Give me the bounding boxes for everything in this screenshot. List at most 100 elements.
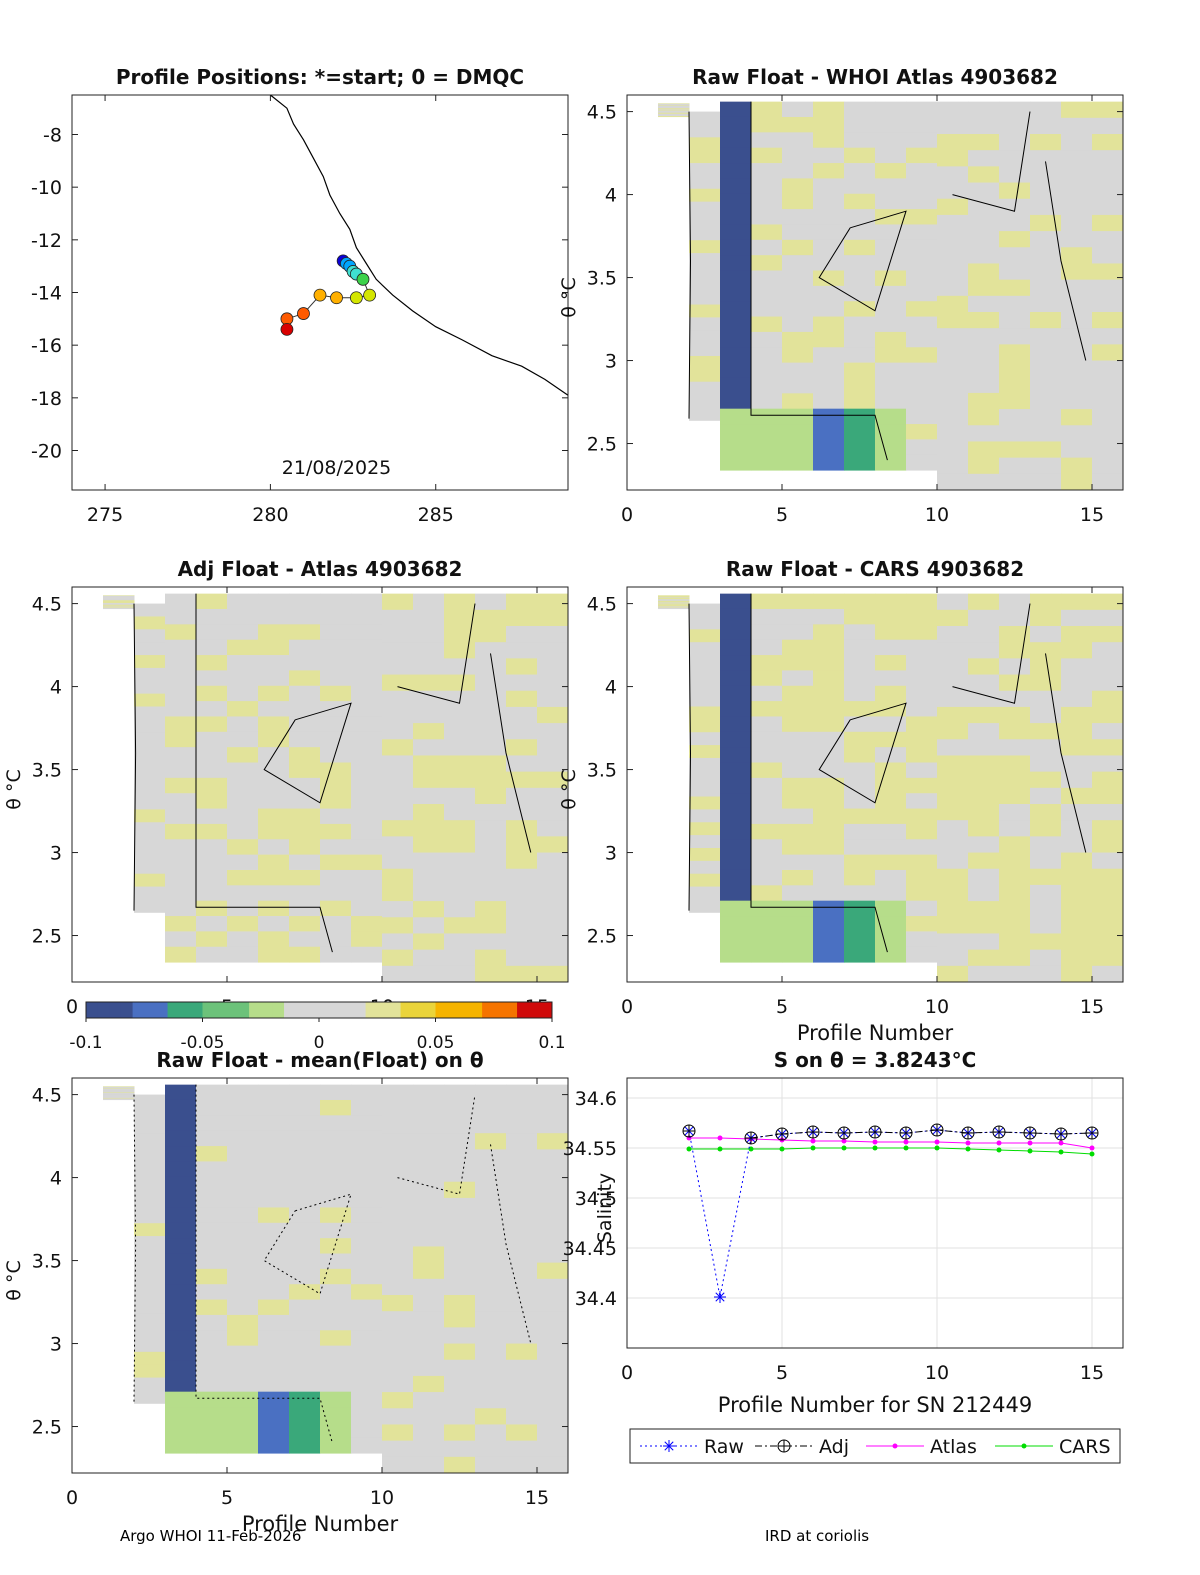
raw_whoi-cell bbox=[906, 377, 938, 394]
raw_cars-cell bbox=[1061, 868, 1093, 886]
adj_atlas-cell bbox=[103, 606, 135, 608]
raw_mean-cell bbox=[227, 1391, 259, 1408]
raw_whoi-cell bbox=[999, 214, 1031, 232]
colorbar-cell bbox=[237, 1002, 250, 1018]
raw_mean-cell bbox=[382, 1456, 414, 1474]
raw_whoi-cell bbox=[1061, 409, 1093, 426]
raw_mean-contour-line bbox=[397, 1094, 476, 1195]
raw_cars-cell bbox=[968, 820, 1000, 837]
raw_cars-cell bbox=[999, 787, 1031, 805]
raw_whoi-cell bbox=[844, 101, 876, 118]
raw_whoi-cell bbox=[999, 295, 1031, 313]
raw_mean-cell bbox=[537, 1278, 569, 1296]
adj_atlas-cell bbox=[475, 965, 507, 983]
raw_mean-cell bbox=[413, 1440, 445, 1458]
raw_cars-cell bbox=[1061, 674, 1093, 692]
colorbar-cell bbox=[528, 1002, 541, 1018]
raw_mean-cell bbox=[506, 1408, 538, 1425]
raw_whoi-contour-line bbox=[952, 111, 1031, 212]
adj_atlas-cell bbox=[196, 639, 228, 656]
adj_atlas-cell bbox=[103, 597, 135, 599]
raw_mean-ytick-label: 2.5 bbox=[32, 1417, 62, 1439]
raw_whoi-cell bbox=[968, 231, 1000, 248]
colorbar-cell bbox=[458, 1002, 471, 1018]
raw_mean-cell bbox=[382, 1181, 414, 1199]
raw_cars-cell bbox=[875, 823, 907, 840]
raw_mean-cell bbox=[475, 1117, 507, 1134]
adj_atlas-cell bbox=[258, 869, 290, 886]
adj_atlas-cell bbox=[134, 847, 166, 862]
raw_whoi-ytick-label: 4.5 bbox=[587, 102, 617, 124]
raw_whoi-cell bbox=[875, 116, 907, 133]
colorbar-cell bbox=[493, 1002, 506, 1018]
raw_whoi-cell bbox=[875, 147, 907, 164]
raw_mean-cell bbox=[413, 1149, 445, 1167]
raw_whoi-cell bbox=[751, 408, 783, 425]
raw_cars-cell bbox=[999, 868, 1031, 886]
raw_cars-cell bbox=[999, 771, 1031, 789]
raw_whoi-cell bbox=[689, 304, 721, 318]
raw_mean-cell bbox=[537, 1197, 569, 1215]
raw_mean-cell bbox=[227, 1437, 259, 1454]
raw_mean-cell bbox=[134, 1364, 166, 1379]
raw_cars-cell bbox=[689, 603, 721, 617]
raw_mean-cell bbox=[537, 1408, 569, 1425]
adj_atlas-cell bbox=[196, 777, 228, 794]
raw_cars-cell bbox=[658, 599, 690, 601]
salinity-point-atlas bbox=[810, 1138, 816, 1144]
raw_cars-cell bbox=[844, 762, 876, 779]
raw_mean-cell bbox=[382, 1375, 414, 1393]
raw_mean-cell bbox=[537, 1311, 569, 1328]
raw_cars-cell bbox=[1092, 658, 1124, 676]
raw_whoi-cell bbox=[875, 101, 907, 118]
adj_atlas-cell bbox=[134, 822, 166, 836]
raw_whoi-cell bbox=[689, 343, 721, 357]
raw_mean-cell bbox=[506, 1327, 538, 1345]
adj_atlas-cell bbox=[444, 739, 476, 756]
raw_cars-cell bbox=[906, 808, 938, 825]
raw_whoi-cell bbox=[1092, 101, 1124, 119]
raw_mean-xtick-label: 10 bbox=[370, 1487, 394, 1509]
raw_cars-contour-line bbox=[952, 603, 1031, 704]
raw_whoi-ytick-label: 4 bbox=[605, 185, 617, 207]
raw_cars-cell bbox=[1061, 690, 1093, 708]
raw_whoi-cell bbox=[720, 239, 752, 256]
raw_whoi-cell bbox=[813, 377, 845, 394]
adj_atlas-cell bbox=[351, 670, 383, 687]
raw_whoi-cell bbox=[1061, 101, 1093, 119]
adj_atlas-cell bbox=[537, 884, 569, 902]
raw_cars-cell bbox=[1092, 933, 1124, 951]
raw_cars-cell bbox=[813, 900, 845, 917]
raw_mean-cell bbox=[382, 1100, 414, 1118]
raw_whoi-cell bbox=[813, 393, 845, 410]
adj_atlas-cell bbox=[165, 608, 197, 625]
raw_cars-cell bbox=[844, 839, 876, 856]
raw_mean-cell bbox=[196, 1345, 228, 1362]
raw_whoi-cell bbox=[844, 285, 876, 302]
raw_mean-cell bbox=[289, 1345, 321, 1362]
raw_cars-cell bbox=[658, 605, 690, 607]
raw_cars-cell bbox=[720, 885, 752, 902]
raw_cars-cell bbox=[658, 606, 690, 608]
raw_whoi-cell bbox=[968, 117, 1000, 135]
adj_atlas-cell bbox=[227, 777, 259, 794]
adj_atlas-cell bbox=[196, 854, 228, 871]
raw_whoi-cell bbox=[844, 270, 876, 287]
adj_atlas-cell bbox=[444, 771, 476, 789]
raw_whoi-cell bbox=[658, 111, 690, 113]
adj_atlas-cell bbox=[382, 771, 414, 789]
adj_atlas-cell bbox=[444, 901, 476, 918]
adj_atlas-cell bbox=[103, 595, 135, 597]
adj_atlas-cell bbox=[258, 885, 290, 902]
adj_atlas-cell bbox=[413, 917, 445, 934]
raw_cars-cell bbox=[813, 793, 845, 810]
raw_whoi-contour-line bbox=[688, 111, 692, 419]
raw_cars-cell bbox=[813, 854, 845, 871]
raw_whoi-cell bbox=[1061, 328, 1093, 345]
adj_atlas-cell bbox=[537, 901, 569, 918]
raw_whoi-cell bbox=[1092, 134, 1124, 151]
raw_mean-cell bbox=[382, 1278, 414, 1296]
adj_atlas-cell bbox=[165, 685, 197, 702]
raw_mean-cell bbox=[382, 1149, 414, 1167]
raw_mean-cell bbox=[537, 1327, 569, 1345]
